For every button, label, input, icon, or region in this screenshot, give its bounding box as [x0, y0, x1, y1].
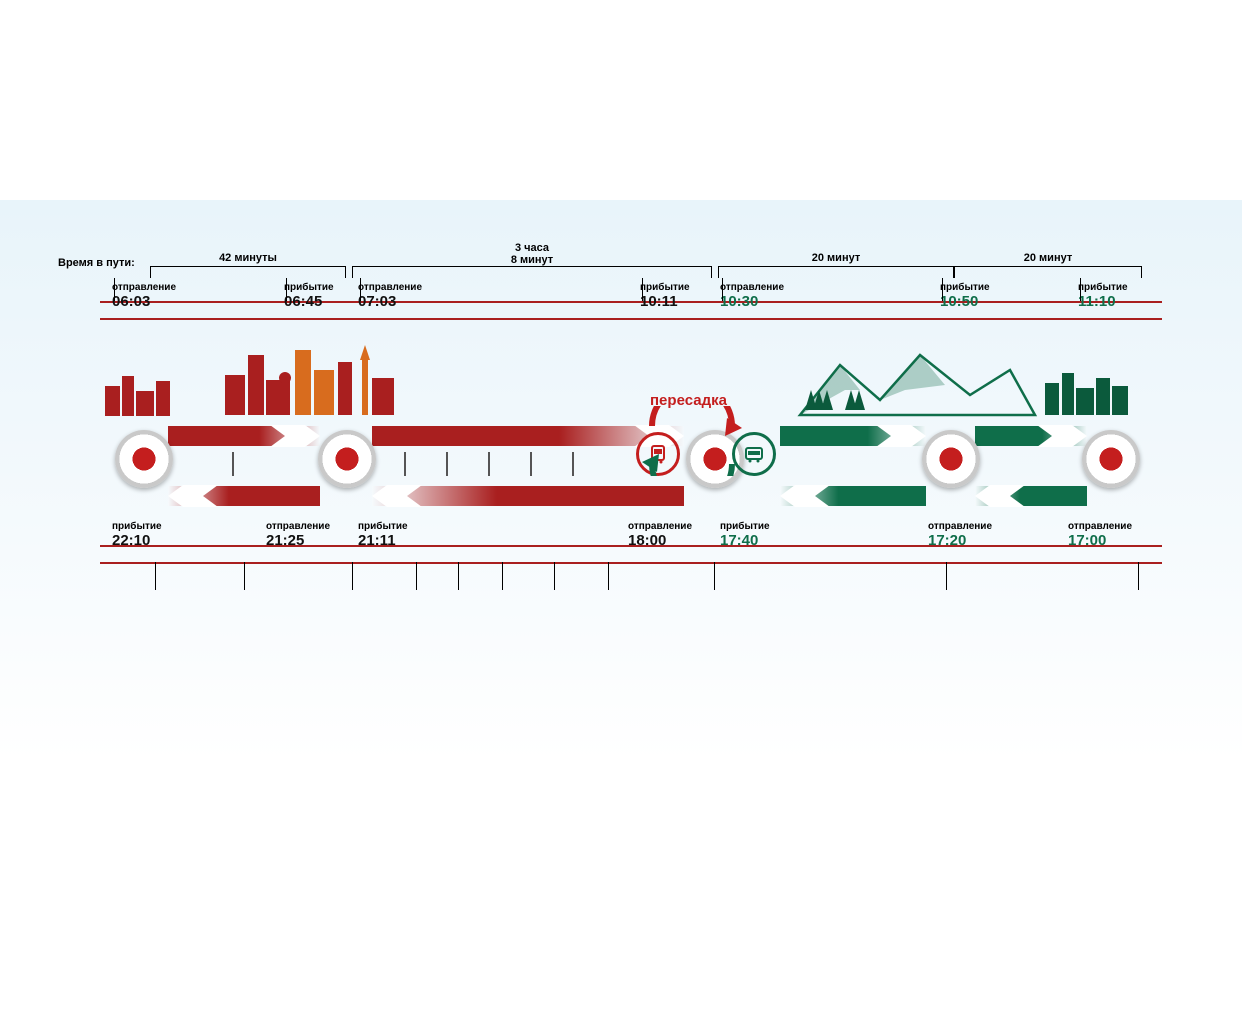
time-type-label: отправление	[358, 282, 422, 293]
track-segment	[168, 426, 320, 446]
segment-bracket	[150, 266, 346, 278]
direction-arrow-icon	[780, 485, 830, 507]
route-diagram: Время в пути: 42 минуты 3 часа8 минут 20 м…	[0, 200, 1242, 760]
time-cell: отправление21:25	[266, 521, 330, 549]
time-value: 10:50	[940, 293, 990, 310]
time-type-label: прибытие	[640, 282, 690, 293]
station-wheel-icon	[115, 430, 173, 488]
track-segment	[780, 426, 926, 446]
city-silhouette-3	[1040, 358, 1140, 416]
time-type-label: отправление	[720, 282, 784, 293]
time-type-label: прибытие	[1078, 282, 1128, 293]
time-value: 17:40	[720, 532, 770, 549]
time-type-label: прибытие	[940, 282, 990, 293]
station-wheel-icon	[922, 430, 980, 488]
intermediate-stop-tick	[232, 452, 234, 476]
time-value: 17:00	[1068, 532, 1132, 549]
travel-time-label: Время в пути:	[58, 257, 135, 269]
time-type-label: прибытие	[358, 521, 408, 532]
transfer-arrows-icon	[632, 406, 752, 476]
time-value: 10:11	[640, 293, 690, 310]
intermediate-stop-tick	[404, 452, 406, 476]
segment-duration-label: 42 минуты	[150, 252, 346, 264]
track-segment	[975, 486, 1087, 506]
segment-bracket	[954, 266, 1142, 278]
direction-arrow-icon	[168, 485, 218, 507]
time-type-label: отправление	[112, 282, 176, 293]
time-cell: прибытие17:40	[720, 521, 770, 549]
intermediate-stop-tick	[488, 452, 490, 476]
time-value: 21:25	[266, 532, 330, 549]
time-cell: прибытие10:50	[940, 282, 990, 310]
time-type-label: прибытие	[284, 282, 334, 293]
time-cell: прибытие06:45	[284, 282, 334, 310]
track-segment	[168, 486, 320, 506]
direction-arrow-icon	[876, 425, 926, 447]
segment-bracket	[352, 266, 712, 278]
time-value: 18:00	[628, 532, 692, 549]
time-type-label: прибытие	[112, 521, 162, 532]
segment-duration-label: 20 минут	[954, 252, 1142, 264]
track-segment	[975, 426, 1087, 446]
time-cell: отправление18:00	[628, 521, 692, 549]
time-value: 22:10	[112, 532, 162, 549]
track-segment	[372, 486, 684, 506]
station-wheel-icon	[1082, 430, 1140, 488]
time-value: 07:03	[358, 293, 422, 310]
time-cell: отправление17:20	[928, 521, 992, 549]
rail-top-2	[100, 318, 1162, 320]
time-value: 10:30	[720, 293, 784, 310]
intermediate-stop-tick	[572, 452, 574, 476]
time-cell: прибытие22:10	[112, 521, 162, 549]
rail-top-1	[100, 301, 1162, 303]
time-value: 11:10	[1078, 293, 1128, 310]
mountain-silhouette	[790, 340, 1040, 418]
direction-arrow-icon	[975, 485, 1025, 507]
time-value: 21:11	[358, 532, 408, 549]
track-segment	[780, 486, 926, 506]
direction-arrow-icon	[1037, 425, 1087, 447]
time-value: 06:03	[112, 293, 176, 310]
time-cell: прибытие11:10	[1078, 282, 1128, 310]
city-silhouette-1	[100, 356, 180, 416]
direction-arrow-icon	[372, 485, 422, 507]
segment-duration-label: 20 минут	[718, 252, 954, 264]
time-type-label: отправление	[928, 521, 992, 532]
time-type-label: прибытие	[720, 521, 770, 532]
rail-bot-2	[100, 562, 1162, 564]
intermediate-stop-tick	[446, 452, 448, 476]
time-cell: прибытие21:11	[358, 521, 408, 549]
station-wheel-icon	[318, 430, 376, 488]
time-cell: отправление17:00	[1068, 521, 1132, 549]
time-cell: отправление06:03	[112, 282, 176, 310]
segment-bracket	[718, 266, 954, 278]
direction-arrow-icon	[270, 425, 320, 447]
time-cell: прибытие10:11	[640, 282, 690, 310]
time-value: 06:45	[284, 293, 334, 310]
intermediate-stop-tick	[530, 452, 532, 476]
time-type-label: отправление	[628, 521, 692, 532]
time-cell: отправление07:03	[358, 282, 422, 310]
time-type-label: отправление	[266, 521, 330, 532]
time-type-label: отправление	[1068, 521, 1132, 532]
time-cell: отправление10:30	[720, 282, 784, 310]
segment-duration-label: 3 часа8 минут	[352, 242, 712, 266]
time-value: 17:20	[928, 532, 992, 549]
city-silhouette-2	[220, 340, 420, 416]
